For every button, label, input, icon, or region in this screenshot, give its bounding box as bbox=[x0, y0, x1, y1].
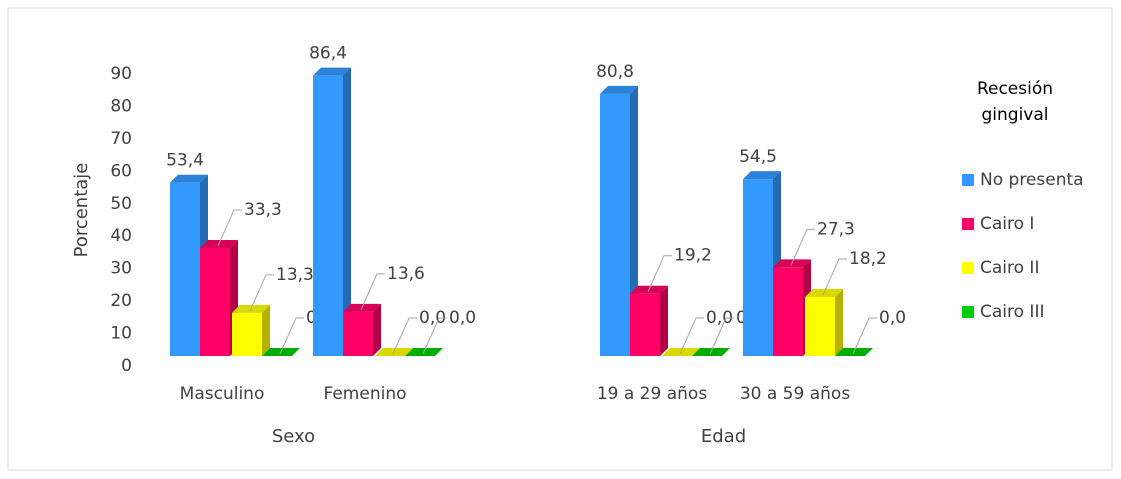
legend-swatch bbox=[962, 306, 974, 318]
bar-side bbox=[660, 285, 668, 356]
leader-line bbox=[360, 273, 385, 311]
data-label: 53,4 bbox=[166, 151, 204, 171]
leader-line bbox=[392, 317, 417, 355]
legend-title: Recesión gingival bbox=[976, 79, 1054, 125]
bar-side bbox=[373, 303, 381, 356]
x-tick-label: 19 a 29 años bbox=[597, 384, 707, 404]
bar-front bbox=[232, 312, 262, 356]
bar-front bbox=[200, 247, 230, 356]
leader-line bbox=[790, 228, 815, 266]
data-label: 0,0 bbox=[449, 308, 476, 328]
x-tick-label: 30 a 59 años bbox=[740, 384, 850, 404]
data-label: 18,2 bbox=[849, 249, 887, 269]
bar-top bbox=[313, 67, 351, 76]
bar-side bbox=[835, 288, 843, 356]
leader-line bbox=[709, 317, 734, 355]
y-tick-label: 0 bbox=[121, 356, 132, 376]
y-axis-label: Porcentaje bbox=[71, 163, 92, 258]
data-label: 13,6 bbox=[387, 264, 425, 284]
leader-line bbox=[217, 209, 242, 247]
leader-line bbox=[249, 274, 274, 312]
leader-line bbox=[679, 317, 704, 355]
x-tick-label: Masculino bbox=[180, 384, 265, 404]
data-label: 13,3 bbox=[276, 265, 314, 285]
legend-swatch bbox=[962, 174, 974, 186]
leader-line bbox=[852, 317, 877, 355]
y-tick-label: 10 bbox=[110, 324, 132, 344]
bar-top bbox=[600, 85, 638, 94]
y-tick-label: 90 bbox=[110, 64, 132, 84]
bar-front bbox=[630, 293, 660, 356]
bar-front bbox=[743, 179, 773, 356]
bar-side bbox=[262, 304, 270, 356]
bar-front bbox=[313, 75, 343, 357]
data-label: 27,3 bbox=[817, 219, 855, 239]
group-label: Sexo bbox=[272, 426, 315, 447]
leader-line bbox=[822, 258, 847, 296]
y-tick-label: 40 bbox=[110, 226, 132, 246]
leader-line bbox=[647, 255, 672, 292]
legend-label: Cairo I bbox=[980, 214, 1034, 234]
y-tick-label: 70 bbox=[110, 129, 132, 149]
bar-side bbox=[343, 67, 351, 357]
y-tick-label: 30 bbox=[110, 259, 132, 279]
bar-front bbox=[805, 296, 835, 356]
chart-border bbox=[7, 7, 1113, 471]
bar-front bbox=[170, 182, 200, 356]
data-label: 86,4 bbox=[309, 44, 347, 64]
data-label: 0,0 bbox=[419, 308, 446, 328]
y-tick-label: 60 bbox=[110, 161, 132, 181]
data-label: 33,3 bbox=[244, 200, 282, 220]
leader-line bbox=[279, 317, 304, 355]
leader-line bbox=[422, 317, 447, 355]
data-label: 54,5 bbox=[739, 147, 777, 167]
bar-top bbox=[743, 171, 781, 180]
data-label: 19,2 bbox=[674, 246, 712, 266]
x-tick-label: Femenino bbox=[324, 384, 407, 404]
data-label: 0,0 bbox=[879, 308, 906, 328]
bar-front bbox=[600, 93, 630, 357]
legend-swatch bbox=[962, 262, 974, 274]
data-label: 80,8 bbox=[596, 62, 634, 82]
legend-label: No presenta bbox=[980, 170, 1084, 190]
group-label: Edad bbox=[701, 426, 746, 447]
legend-label: Cairo II bbox=[980, 258, 1039, 278]
y-tick-label: 80 bbox=[110, 96, 132, 116]
bar-front bbox=[343, 311, 373, 356]
legend-swatch bbox=[962, 218, 974, 230]
y-tick-label: 50 bbox=[110, 194, 132, 214]
data-label: 0,0 bbox=[706, 308, 733, 328]
bar-front bbox=[773, 267, 803, 356]
bar-top bbox=[170, 174, 208, 183]
legend-label: Cairo III bbox=[980, 302, 1044, 322]
y-tick-label: 20 bbox=[110, 291, 132, 311]
